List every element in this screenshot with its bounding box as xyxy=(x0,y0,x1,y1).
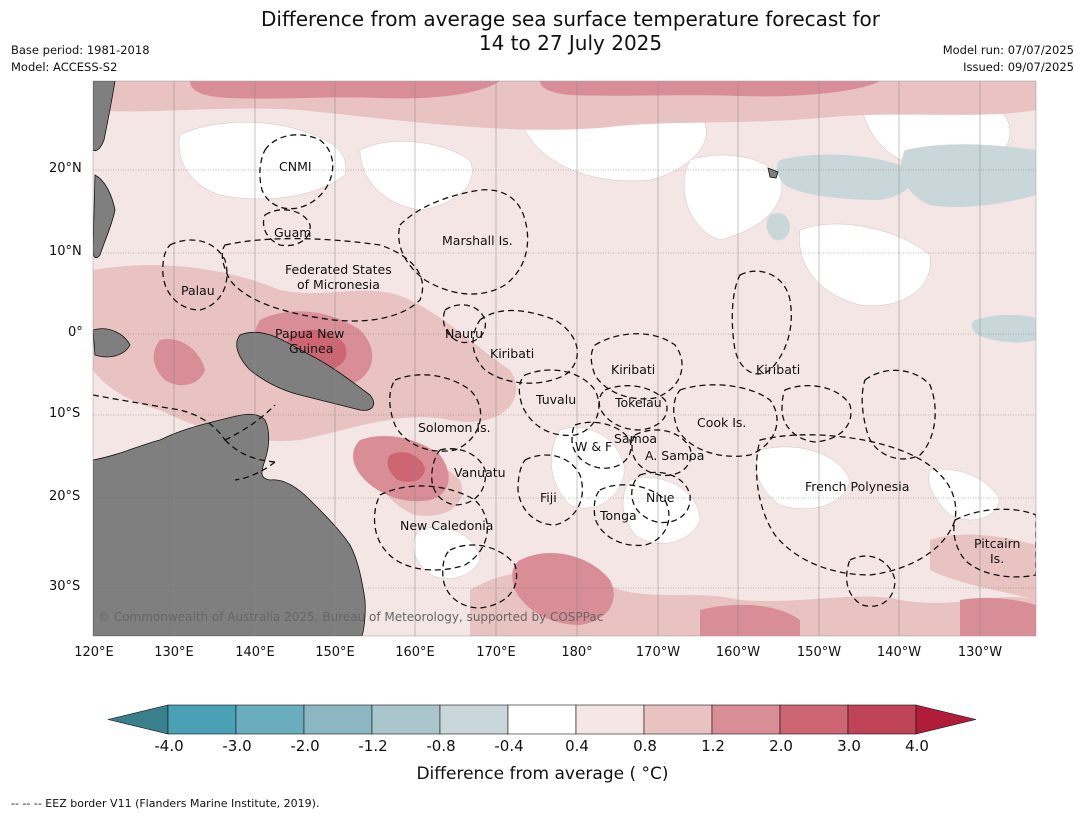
landmasses xyxy=(93,81,779,636)
lat-label-0: 0° xyxy=(68,325,83,340)
lon-label-120e: 120°E xyxy=(74,645,114,660)
meta-left: Base period: 1981-2018 Model: ACCESS-S2 xyxy=(11,42,150,76)
place-wallis-futuna: W & F xyxy=(575,439,613,454)
lat-label-30s: 30°S xyxy=(49,579,81,594)
model-run: Model run: 07/07/2025 xyxy=(942,43,1074,57)
lat-label-10n: 10°N xyxy=(49,244,82,259)
lat-label-10s: 10°S xyxy=(49,406,81,421)
colorbar-bin xyxy=(779,704,849,735)
place-kiribati-central: Kiribati xyxy=(611,362,656,377)
place-fsm-line2: of Micronesia xyxy=(297,277,380,292)
colorbar-bin xyxy=(235,704,305,735)
colorbar-bin xyxy=(643,704,713,735)
lon-label-130e: 130°E xyxy=(154,645,194,660)
place-kiribati-west: Kiribati xyxy=(490,346,535,361)
place-kiribati-east: Kiribati xyxy=(756,362,801,377)
cb-tick-4: -0.8 xyxy=(426,737,456,755)
colorbar-extend-low xyxy=(107,704,169,735)
place-cnmi: CNMI xyxy=(279,159,312,174)
colorbar-bin xyxy=(711,704,781,735)
colorbar-bin xyxy=(303,704,373,735)
place-cook-islands: Cook Is. xyxy=(697,415,747,430)
meridians xyxy=(173,81,981,636)
meta-right: Model run: 07/07/2025 Issued: 09/07/2025 xyxy=(943,42,1074,76)
lon-label-180: 180° xyxy=(561,645,593,660)
lon-label-140w: 140°W xyxy=(876,645,922,660)
place-new-caledonia: New Caledonia xyxy=(400,518,494,533)
lon-label-160w: 160°W xyxy=(715,645,761,660)
eez-borders xyxy=(93,134,1036,609)
cb-tick-7: 0.8 xyxy=(633,737,657,755)
colorbar-bin xyxy=(439,704,509,735)
place-guam: Guam xyxy=(274,225,312,240)
place-png-line2: Guinea xyxy=(289,341,334,356)
lat-label-20n: 20°N xyxy=(49,161,82,176)
place-tokelau: Tokelau xyxy=(615,395,662,410)
map-plot-area xyxy=(93,81,1036,636)
lon-label-170e: 170°E xyxy=(476,645,516,660)
place-samoa: Samoa xyxy=(614,431,658,446)
eez-footnote: -- -- -- EEZ border V11 (Flanders Marine… xyxy=(11,797,320,810)
place-tuvalu: Tuvalu xyxy=(536,392,577,407)
model-name: Model: ACCESS-S2 xyxy=(11,60,118,74)
title-line-1: Difference from average sea surface temp… xyxy=(260,7,880,31)
cb-tick-9: 2.0 xyxy=(769,737,793,755)
lon-label-130w: 130°W xyxy=(957,645,1003,660)
colorbar-title: Difference from average ( °C) xyxy=(416,764,669,784)
place-fsm-line1: Federated States xyxy=(285,262,392,277)
place-nauru: Nauru xyxy=(445,326,483,341)
cb-tick-8: 1.2 xyxy=(701,737,725,755)
place-pitcairn-line2: Is. xyxy=(990,551,1005,566)
place-vanuatu: Vanuatu xyxy=(454,465,506,480)
cb-tick-3: -1.2 xyxy=(358,737,388,755)
colorbar-extend-high xyxy=(915,704,977,735)
cb-tick-0: -4.0 xyxy=(154,737,184,755)
cb-tick-1: -3.0 xyxy=(222,737,252,755)
place-marshall-islands: Marshall Is. xyxy=(442,233,513,248)
hawaii-land xyxy=(767,167,779,179)
title-line-2: 14 to 27 July 2025 xyxy=(478,31,663,55)
cool-areas xyxy=(766,144,1036,343)
colorbar-bin xyxy=(575,704,645,735)
cb-tick-5: -0.4 xyxy=(494,737,524,755)
map-title: Difference from average sea surface temp… xyxy=(0,7,1085,55)
philippines-land xyxy=(93,174,116,259)
place-fiji: Fiji xyxy=(540,490,557,505)
base-period: Base period: 1981-2018 xyxy=(11,43,150,57)
place-png-line1: Papua New xyxy=(275,326,345,341)
place-niue: Niue xyxy=(646,490,675,505)
png-land xyxy=(236,331,374,411)
cb-tick-11: 4.0 xyxy=(905,737,929,755)
place-tonga: Tonga xyxy=(600,508,637,523)
place-solomon-islands: Solomon Is. xyxy=(418,420,491,435)
cb-tick-10: 3.0 xyxy=(837,737,861,755)
colorbar-bin xyxy=(507,704,577,735)
colorbar-bin xyxy=(167,704,237,735)
cb-tick-2: -2.0 xyxy=(290,737,320,755)
place-american-samoa: A. Samoa xyxy=(645,448,705,463)
issued-date: Issued: 09/07/2025 xyxy=(963,60,1074,74)
lon-label-150w: 150°W xyxy=(796,645,842,660)
taiwan-land xyxy=(93,81,116,152)
map-frame xyxy=(92,80,1037,637)
copyright-notice: © Commonwealth of Australia 2025, Bureau… xyxy=(98,610,604,624)
australia-land xyxy=(93,413,366,636)
colorbar-bin xyxy=(847,704,917,735)
colorbar-bin xyxy=(371,704,441,735)
colorbar xyxy=(107,704,977,735)
lon-label-170w: 170°W xyxy=(635,645,681,660)
sulawesi-land xyxy=(93,328,131,358)
cb-tick-6: 0.4 xyxy=(565,737,589,755)
lon-label-160e: 160°E xyxy=(395,645,435,660)
lon-label-140e: 140°E xyxy=(235,645,275,660)
graticule xyxy=(93,169,1036,589)
place-french-polynesia: French Polynesia xyxy=(805,479,910,494)
place-pitcairn-line1: Pitcairn xyxy=(974,536,1021,551)
place-palau: Palau xyxy=(181,283,215,298)
lon-label-150e: 150°E xyxy=(315,645,355,660)
lat-label-20s: 20°S xyxy=(49,489,81,504)
